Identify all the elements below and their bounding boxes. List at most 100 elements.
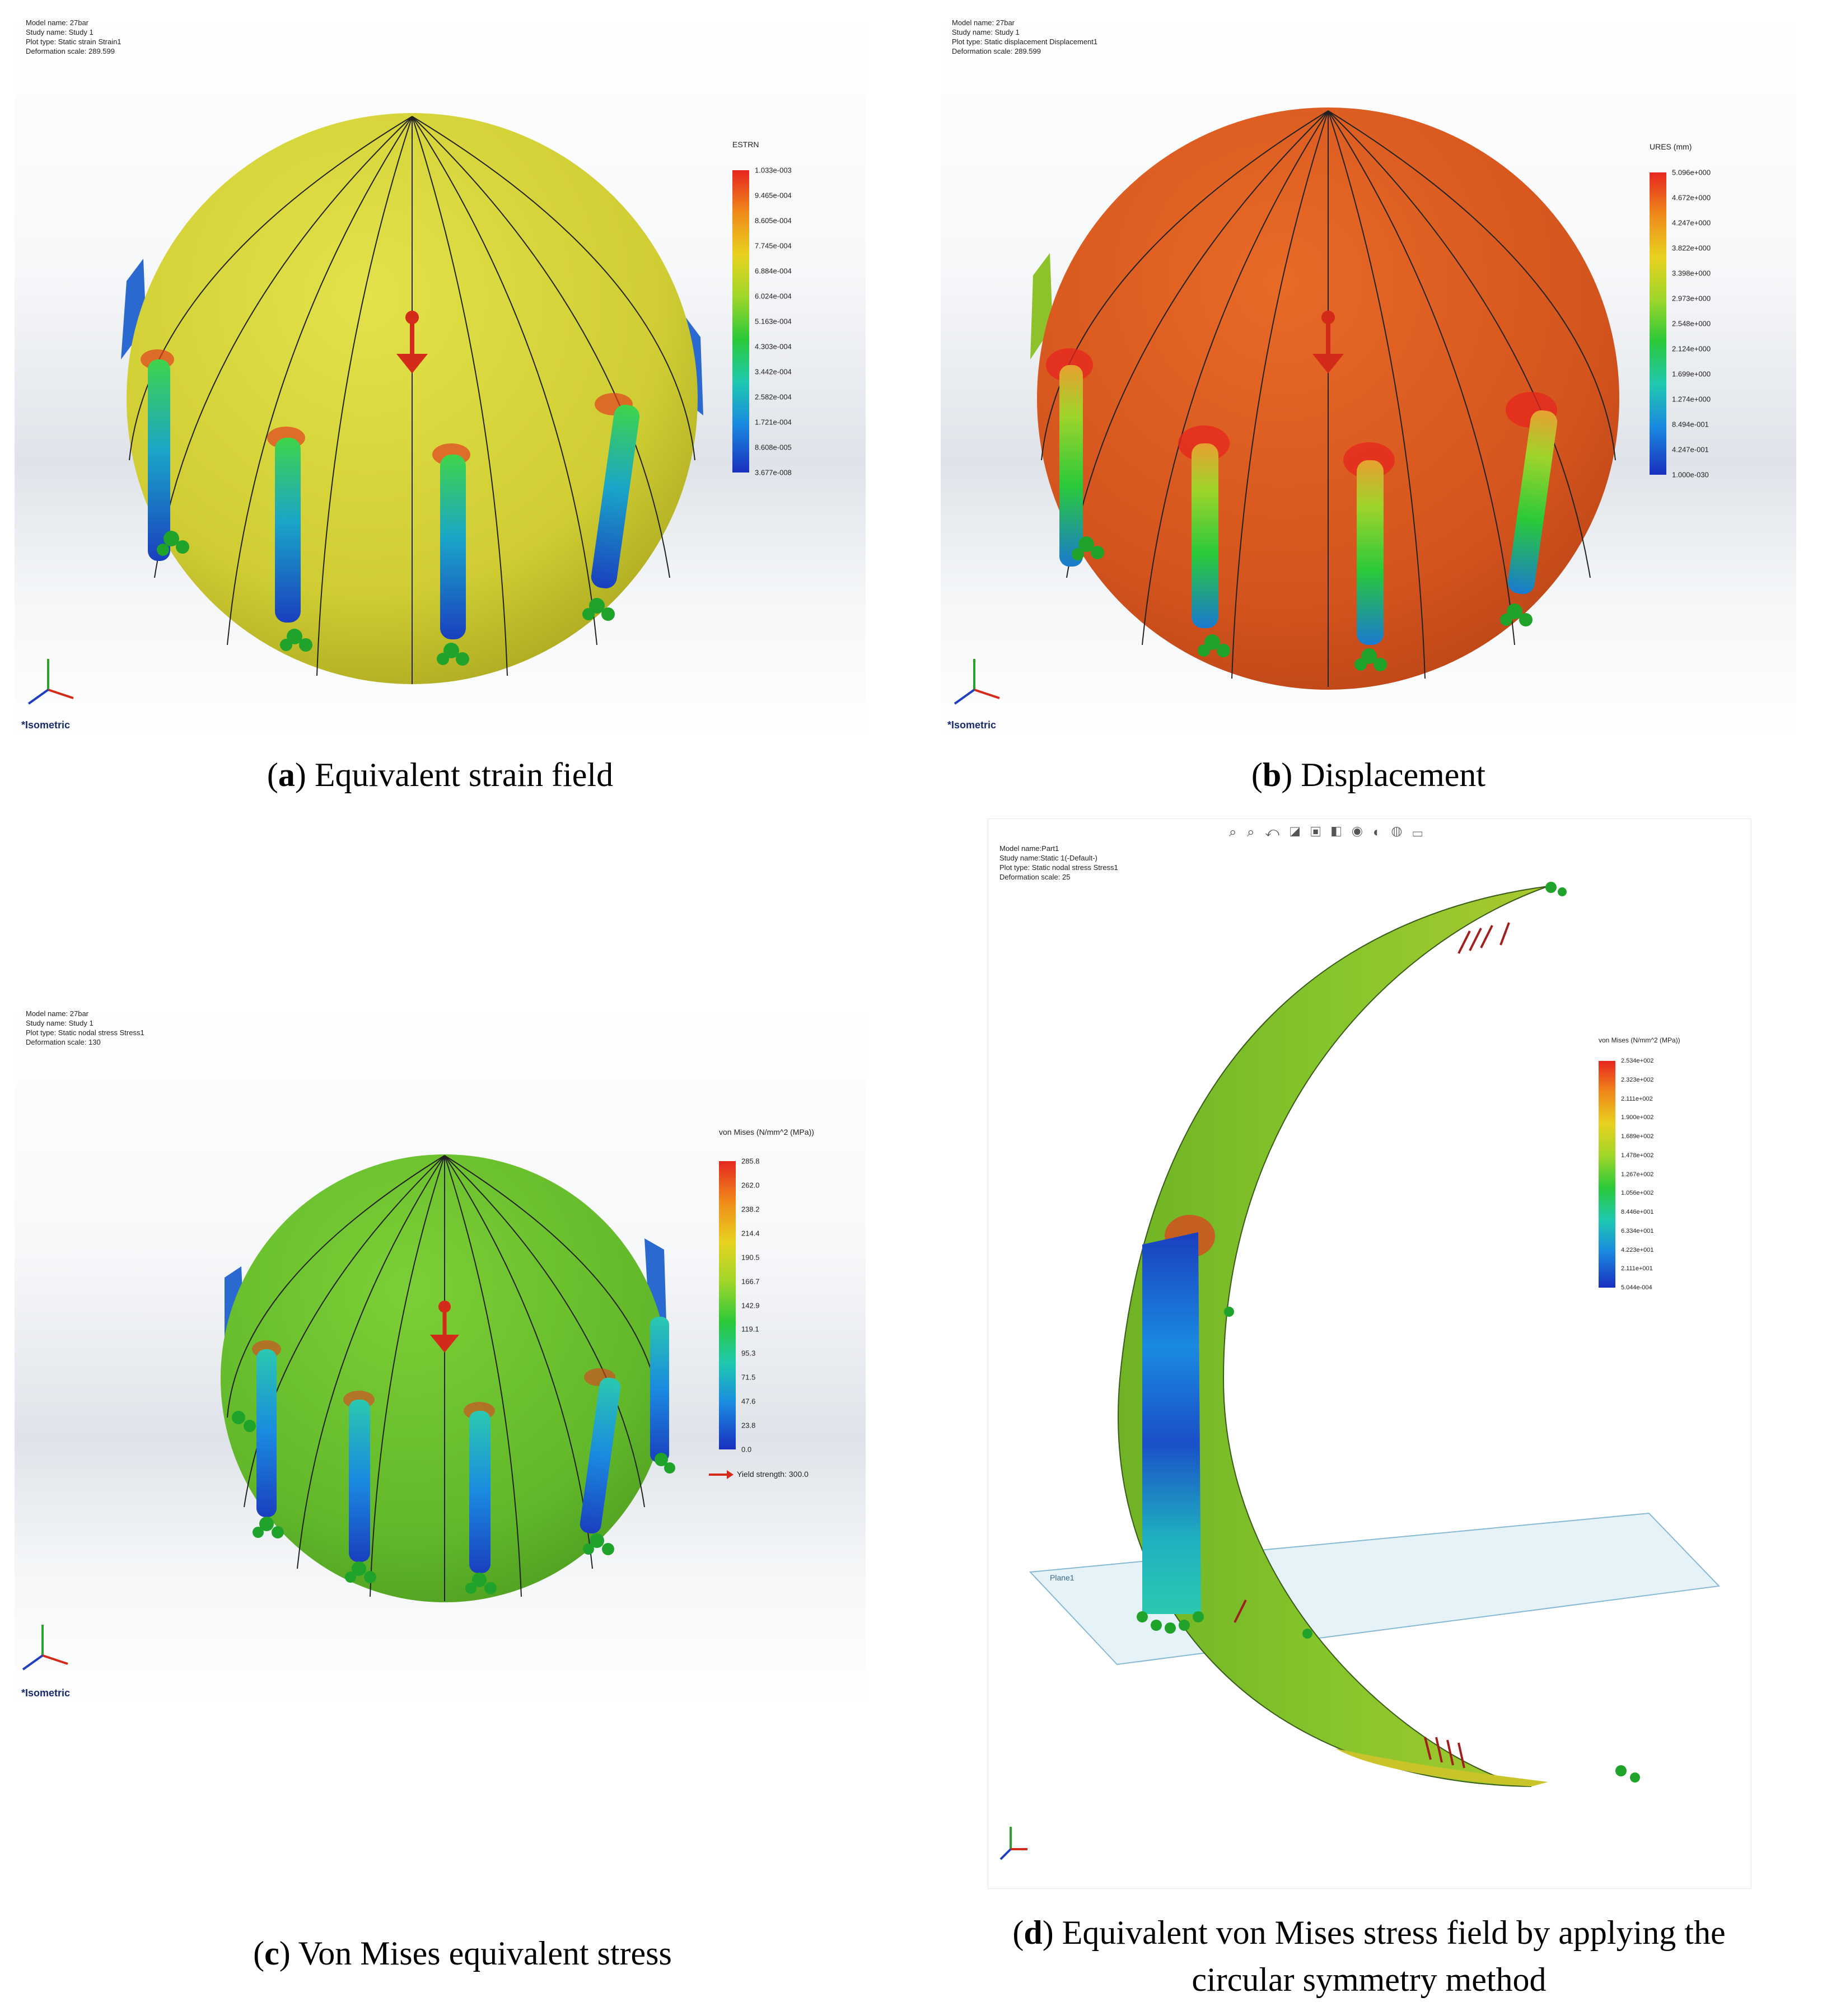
legend-tick-label: 4.247e-001 <box>1672 445 1709 454</box>
caption-text: Von Mises equivalent stress <box>290 1935 672 1972</box>
deformation-scale-line: Deformation scale: 130 <box>26 1038 101 1046</box>
model-name-line: Model name: 27bar <box>26 18 89 27</box>
legend-tick-label: 142.9 <box>741 1301 760 1309</box>
study-name-line: Study name: Study 1 <box>952 28 1020 36</box>
symmetry-model: Plane1 <box>999 882 1721 1860</box>
legend-tick-label: 238.2 <box>741 1205 760 1214</box>
legend-tick-label: 7.745e-004 <box>755 241 792 250</box>
legend-tick-label: 71.5 <box>741 1373 756 1382</box>
legend-tick-label: 4.247e+000 <box>1672 218 1711 227</box>
deformation-scale-line: Deformation scale: 289.599 <box>26 47 115 55</box>
plane-label: Plane1 <box>1050 1573 1074 1582</box>
legend-tick-label: 8.608e-005 <box>755 443 792 452</box>
legend-tick-label: 2.323e+002 <box>1621 1076 1654 1083</box>
model-name-line: Model name:Part1 <box>999 844 1059 853</box>
model-name-line: Model name: 27bar <box>952 18 1015 27</box>
model-info: Model name:Part1 Study name:Static 1(-De… <box>999 844 1118 882</box>
legend-tick-label: 1.274e+000 <box>1672 395 1711 404</box>
strain-model <box>27 113 703 705</box>
von-mises-viewport[interactable]: Model name: 27bar Study name: Study 1 Pl… <box>15 1003 866 1706</box>
legend-tick-label: 47.6 <box>741 1397 756 1406</box>
legend-tick-label: 5.096e+000 <box>1672 168 1711 177</box>
view-orientation-label: *Isometric <box>947 719 997 731</box>
legend-tick-label: 4.223e+001 <box>1621 1246 1654 1253</box>
legend-tick-label: 5.163e-004 <box>755 317 792 326</box>
plot-type-line: Plot type: Static displacement Displacem… <box>952 38 1098 46</box>
model-name-line: Model name: 27bar <box>26 1009 89 1018</box>
plot-type-line: Plot type: Static strain Strain1 <box>26 38 122 46</box>
legend-tick-label: 3.398e+000 <box>1672 269 1711 278</box>
legend-tick-label: 5.044e-004 <box>1621 1284 1652 1291</box>
legend-tick-label: 2.548e+000 <box>1672 319 1711 328</box>
legend-tick-label: 190.5 <box>741 1253 760 1262</box>
strain-viewport[interactable]: Model name: 27bar Study name: Study 1 Pl… <box>15 12 866 738</box>
legend-tick-label: 6.024e-004 <box>755 292 792 301</box>
deformation-scale-line: Deformation scale: 289.599 <box>952 47 1041 55</box>
caption-c: (c) Von Mises equivalent stress <box>253 1935 672 1972</box>
caption-d: (d) Equivalent von Mises stress field by… <box>918 1909 1820 2003</box>
legend-tick-label: 8.494e-001 <box>1672 420 1709 429</box>
legend-title: von Mises (N/mm^2 (MPa)) <box>1599 1036 1680 1044</box>
legend-tick-label: 2.973e+000 <box>1672 294 1711 303</box>
caption-letter: c <box>264 1935 279 1972</box>
study-name-line: Study name: Study 1 <box>26 1019 94 1027</box>
legend-tick-label: 6.334e+001 <box>1621 1227 1654 1234</box>
legend-tick-label: 23.8 <box>741 1421 756 1430</box>
legend-tick-label: 4.303e-004 <box>755 342 792 351</box>
symmetry-viewport[interactable]: ⌕ ⌕ ↶ ◪ ▣ ◧ ◉ ◐ ◍ ▭ Plane1 <box>988 818 1751 1889</box>
legend-tick-label: 9.465e-004 <box>755 191 792 200</box>
legend-tick-label: 214.4 <box>741 1229 760 1238</box>
legend-tick-label: 1.689e+002 <box>1621 1133 1654 1140</box>
displacement-viewport[interactable]: Model name: 27bar Study name: Study 1 Pl… <box>941 12 1796 738</box>
legend-tick-label: 1.900e+002 <box>1621 1114 1654 1121</box>
legend-tick-label: 95.3 <box>741 1349 756 1358</box>
caption-letter: d <box>1024 1914 1043 1951</box>
legend-color-bar[interactable] <box>1650 172 1666 475</box>
view-toolbar[interactable]: ⌕ ⌕ ↶ ◪ ▣ ◧ ◉ ◐ ◍ ▭ <box>1229 825 1426 840</box>
legend-tick-label: 285.8 <box>741 1157 760 1166</box>
legend-tick-label: 2.111e+002 <box>1621 1095 1653 1102</box>
legend-color-bar[interactable] <box>719 1161 736 1449</box>
toolbar-glyphs[interactable]: ⌕ ⌕ ↶ ◪ ▣ ◧ ◉ ◐ ◍ ▭ <box>1229 825 1426 840</box>
legend-tick-label: 2.111e+001 <box>1621 1265 1653 1273</box>
caption-text-line1: Equivalent von Mises stress field by app… <box>1053 1914 1726 1951</box>
legend-color-bar[interactable] <box>732 170 749 473</box>
caption-b: (b) Displacement <box>1251 756 1486 793</box>
caption-text-line2: circular symmetry method <box>1192 1961 1547 1998</box>
legend-tick-label: 0.0 <box>741 1445 752 1454</box>
legend-tick-label: 8.605e-004 <box>755 216 792 225</box>
displacement-model <box>954 107 1619 705</box>
view-orientation-label: *Isometric <box>21 719 71 731</box>
legend-tick-label: 1.478e+002 <box>1621 1152 1654 1159</box>
plot-type-line: Plot type: Static nodal stress Stress1 <box>999 863 1118 872</box>
legend-title: URES (mm) <box>1650 142 1692 151</box>
von-mises-model <box>22 1154 734 1671</box>
legend-tick-label: 2.582e-004 <box>755 392 792 401</box>
study-name-line: Study name: Study 1 <box>26 28 94 36</box>
deformation-scale-line: Deformation scale: 25 <box>999 873 1071 881</box>
plot-type-line: Plot type: Static nodal stress Stress1 <box>26 1028 144 1037</box>
legend-tick-label: 1.721e-004 <box>755 418 792 427</box>
legend-tick-label: 1.699e+000 <box>1672 369 1711 378</box>
caption-letter: b <box>1262 756 1282 793</box>
legend-title: von Mises (N/mm^2 (MPa)) <box>719 1128 814 1136</box>
legend-tick-label: 8.446e+001 <box>1621 1209 1654 1215</box>
legend-color-bar[interactable] <box>1599 1061 1615 1288</box>
legend-tick-label: 262.0 <box>741 1181 760 1190</box>
legend-tick-label: 1.000e-030 <box>1672 470 1709 479</box>
caption-a: (a) Equivalent strain field <box>267 756 614 793</box>
model-info: Model name: 27bar Study name: Study 1 Pl… <box>952 18 1097 56</box>
legend-tick-label: 3.677e-008 <box>755 468 792 477</box>
legend-tick-label: 2.124e+000 <box>1672 344 1711 353</box>
legend-tick-label: 6.884e-004 <box>755 266 792 275</box>
view-orientation-label: *Isometric <box>21 1687 71 1699</box>
legend-tick-label: 1.056e+002 <box>1621 1190 1654 1197</box>
legend-tick-label: 3.822e+000 <box>1672 244 1711 252</box>
legend-tick-label: 1.267e+002 <box>1621 1171 1654 1178</box>
legend-tick-label: 166.7 <box>741 1277 760 1286</box>
legend-tick-label: 4.672e+000 <box>1672 193 1711 202</box>
legend-tick-label: 3.442e-004 <box>755 367 792 376</box>
caption-letter: a <box>278 756 295 793</box>
legend-title: ESTRN <box>732 140 759 149</box>
legend-tick-label: 1.033e-003 <box>755 166 792 175</box>
